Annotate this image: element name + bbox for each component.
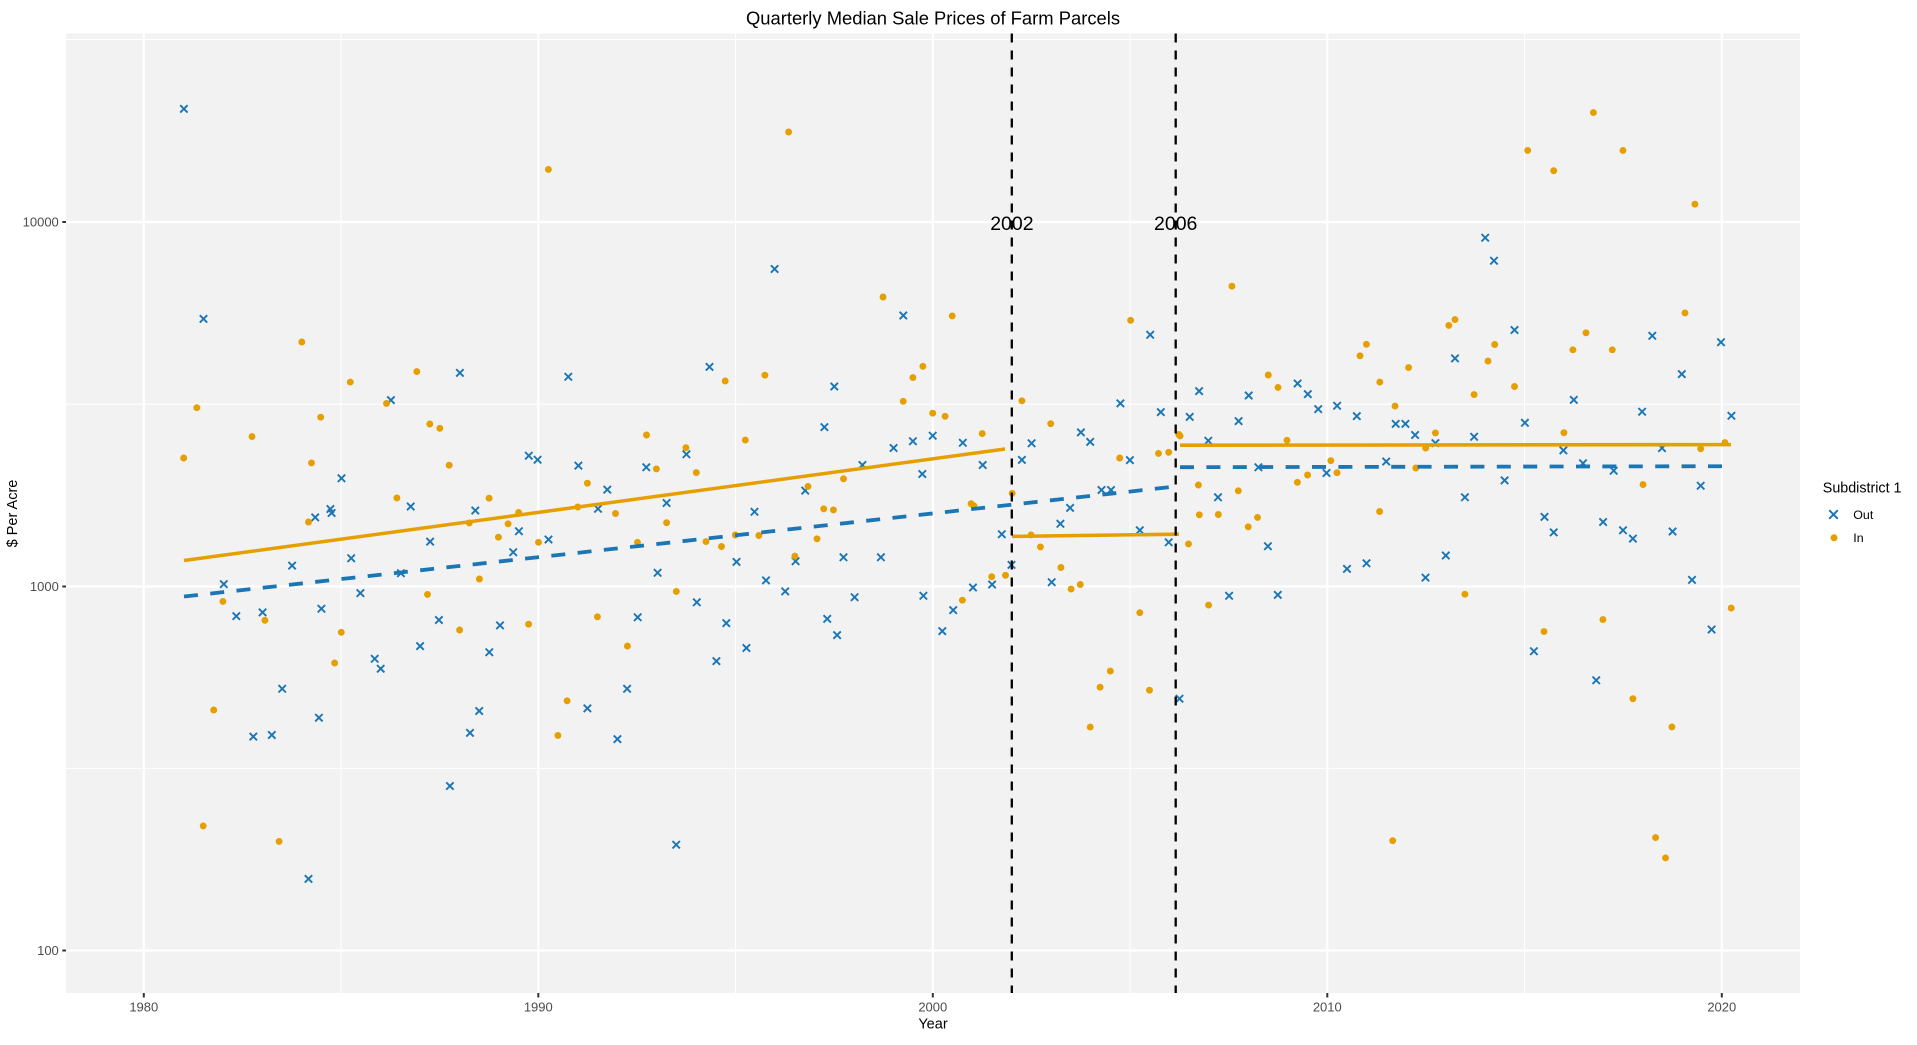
svg-text:Year: Year [918, 1016, 947, 1032]
svg-text:2002: 2002 [990, 213, 1033, 235]
svg-text:100: 100 [37, 943, 59, 958]
svg-text:Subdistrict 1: Subdistrict 1 [1823, 481, 1902, 497]
svg-text:2020: 2020 [1707, 1000, 1736, 1015]
svg-text:1000: 1000 [30, 579, 59, 594]
svg-text:Quarterly Median Sale Prices o: Quarterly Median Sale Prices of Farm Par… [746, 8, 1120, 29]
svg-text:$ Per Acre: $ Per Acre [5, 480, 21, 548]
svg-text:1990: 1990 [524, 1000, 553, 1015]
svg-text:2000: 2000 [918, 1000, 947, 1015]
svg-text:Out: Out [1853, 508, 1874, 522]
svg-text:In: In [1853, 531, 1863, 545]
svg-text:2010: 2010 [1313, 1000, 1342, 1015]
svg-text:10000: 10000 [23, 215, 59, 230]
svg-text:1980: 1980 [129, 1000, 158, 1015]
svg-text:2006: 2006 [1154, 213, 1197, 235]
